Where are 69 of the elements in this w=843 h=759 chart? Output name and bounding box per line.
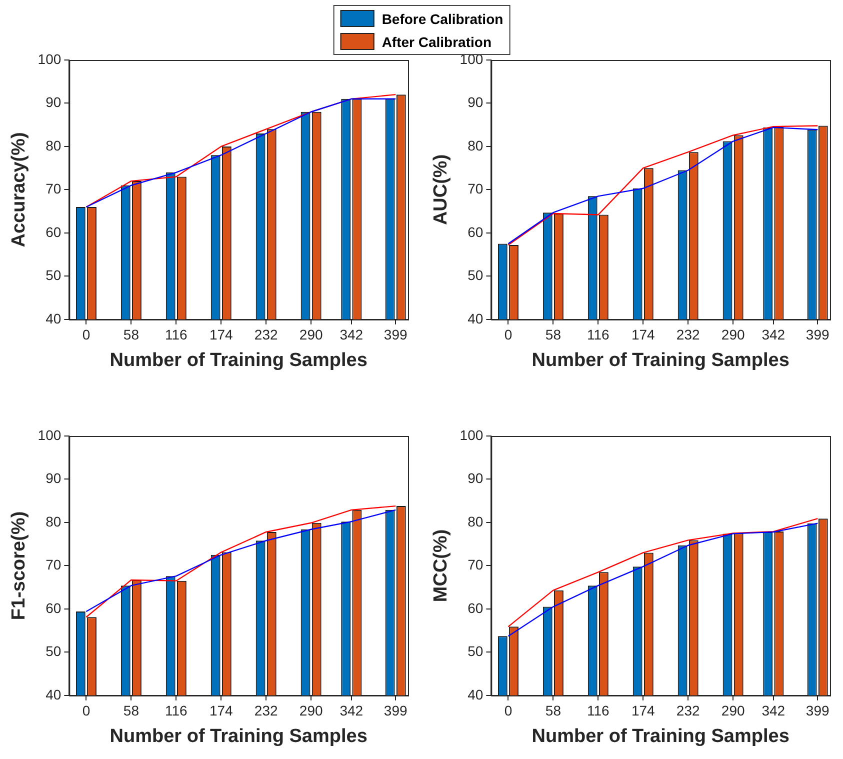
y-tick-label: 80: [468, 137, 484, 154]
x-tick-label: 174: [209, 702, 234, 719]
y-tick-label: 100: [38, 426, 62, 443]
y-axis-title: MCC(%): [430, 529, 452, 602]
y-tick-label: 50: [46, 267, 62, 284]
y-tick-label: 70: [468, 556, 484, 573]
y-tick-label: 80: [46, 137, 62, 154]
x-tick-label: 290: [299, 702, 323, 719]
y-tick-label: 50: [468, 267, 484, 284]
y-tick-label: 90: [468, 470, 484, 486]
y-tick-label: 50: [46, 643, 62, 660]
x-tick-label: 174: [631, 702, 656, 719]
x-tick-label: 58: [123, 702, 140, 719]
y-tick-label: 100: [460, 426, 484, 443]
x-tick-label: 58: [123, 326, 140, 343]
x-axis-title: Number of Training Samples: [532, 350, 790, 371]
x-tick-label: 290: [721, 326, 745, 343]
y-tick-label: 40: [46, 686, 62, 702]
x-axis-title: Number of Training Samples: [110, 350, 368, 371]
x-tick-label: 399: [384, 702, 408, 719]
x-tick-label: 58: [545, 326, 562, 343]
y-tick-label: 60: [468, 224, 484, 240]
x-tick-label: 399: [384, 326, 408, 343]
y-axis-title: AUC(%): [430, 154, 452, 226]
x-tick-label: 232: [676, 702, 700, 719]
x-tick-label: 399: [806, 702, 830, 719]
y-tick-label: 60: [46, 224, 62, 240]
y-tick-label: 60: [468, 600, 484, 616]
y-tick-label: 90: [46, 94, 62, 110]
y-tick-label: 70: [46, 556, 62, 573]
y-tick-label: 50: [468, 643, 484, 660]
x-tick-label: 174: [209, 326, 234, 343]
x-tick-label: 232: [254, 702, 278, 719]
y-tick-label: 100: [38, 50, 62, 67]
x-axis-title: Number of Training Samples: [532, 726, 790, 747]
legend-label: Before Calibration: [382, 10, 504, 26]
y-tick-label: 40: [468, 310, 484, 326]
y-tick-label: 80: [46, 513, 62, 530]
y-tick-label: 60: [46, 600, 62, 616]
y-tick-label: 70: [46, 180, 62, 197]
x-tick-label: 232: [254, 326, 278, 343]
y-tick-label: 80: [468, 513, 484, 530]
x-tick-label: 116: [586, 326, 610, 343]
y-axis-title: Accuracy(%): [8, 132, 30, 248]
y-tick-label: 90: [468, 94, 484, 110]
legend-label: After Calibration: [382, 34, 492, 50]
x-tick-label: 0: [82, 702, 90, 719]
x-tick-label: 232: [676, 326, 700, 343]
x-tick-label: 342: [340, 326, 364, 343]
x-tick-label: 342: [762, 702, 786, 719]
y-tick-label: 90: [46, 470, 62, 486]
x-tick-label: 290: [299, 326, 323, 343]
x-tick-label: 0: [504, 702, 512, 719]
x-tick-label: 342: [340, 702, 364, 719]
y-tick-label: 40: [46, 310, 62, 326]
x-tick-label: 342: [762, 326, 786, 343]
x-tick-label: 0: [504, 326, 512, 343]
x-tick-label: 58: [545, 702, 562, 719]
x-axis-title: Number of Training Samples: [110, 726, 368, 747]
y-axis-title: F1-score(%): [8, 511, 30, 620]
x-tick-label: 116: [586, 702, 610, 719]
x-tick-label: 116: [164, 326, 188, 343]
x-tick-label: 116: [164, 702, 188, 719]
x-tick-label: 399: [806, 326, 830, 343]
x-tick-label: 174: [631, 326, 656, 343]
y-tick-label: 40: [468, 686, 484, 702]
y-tick-label: 70: [468, 180, 484, 197]
x-tick-label: 0: [82, 326, 90, 343]
x-tick-label: 290: [721, 702, 745, 719]
